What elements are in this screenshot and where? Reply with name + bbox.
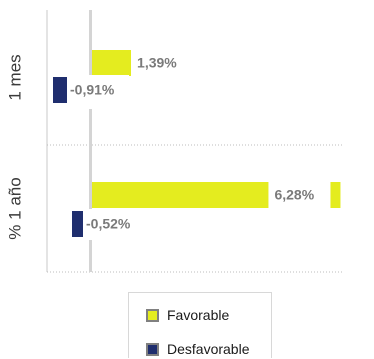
bar-favorable	[92, 182, 269, 208]
data-label-bg	[131, 48, 190, 82]
category-label: 1 mes	[5, 54, 24, 100]
bar-desfavorable	[53, 77, 67, 103]
legend-swatch-desfavorable	[146, 342, 159, 356]
legend-swatch-favorable	[146, 308, 159, 322]
data-label-desfavorable: -0,52%	[86, 216, 131, 232]
data-label-bg	[67, 75, 129, 109]
data-label-bg	[83, 209, 145, 243]
data-label-favorable: 1,39%	[137, 55, 177, 71]
zero-axis-line-segment	[89, 240, 92, 272]
legend-item-desfavorable: Desfavorable	[146, 339, 250, 359]
data-label-bg	[268, 180, 327, 214]
category-label: % 1 año	[5, 177, 24, 239]
legend: Favorable Desfavorable	[128, 292, 272, 358]
legend-item-favorable: Favorable	[146, 305, 229, 325]
legend-label-desfavorable: Desfavorable	[167, 341, 250, 357]
zero-axis-line-segment	[89, 112, 92, 180]
bar-chart: 1 mes 1,39% -0,91% % 1 año 6,28% -0,52%	[5, 10, 344, 273]
legend-label-favorable: Favorable	[167, 307, 230, 323]
bar-desfavorable	[72, 211, 86, 237]
bar-favorable-tail	[330, 182, 341, 208]
bar-favorable	[92, 50, 132, 76]
data-label-desfavorable: -0,91%	[70, 82, 115, 98]
data-label-favorable: 6,28%	[274, 187, 314, 203]
